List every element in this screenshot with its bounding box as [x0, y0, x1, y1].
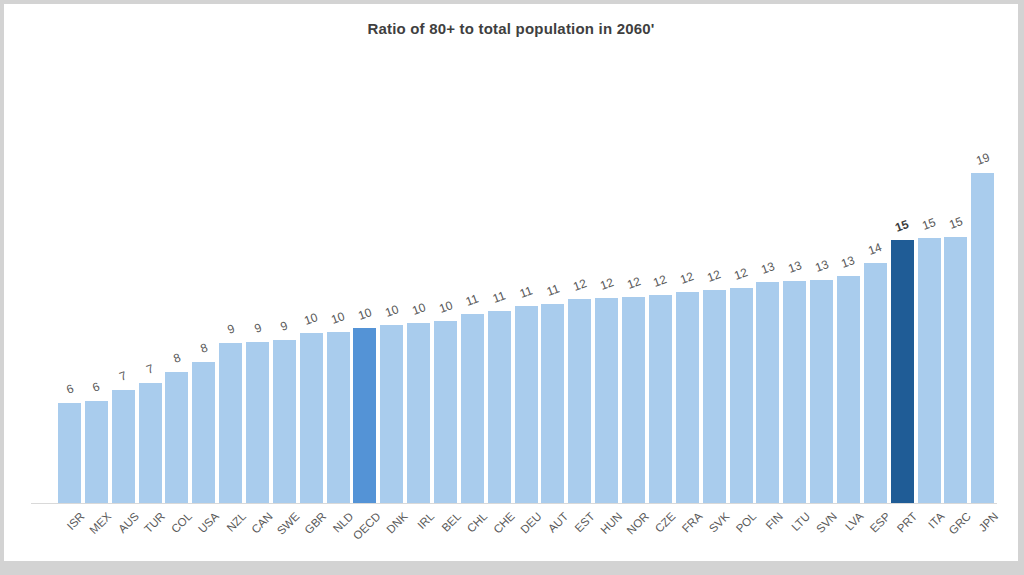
bar-SVK — [703, 290, 726, 503]
bar-USA — [192, 362, 215, 503]
chart-canvas: Ratio of 80+ to total population in 2060… — [4, 4, 1018, 561]
bar-ESP — [864, 263, 887, 503]
bar-JPN — [971, 173, 994, 503]
bar-COL — [165, 372, 188, 503]
bar-NLD — [327, 332, 350, 503]
bar-value-label-JPN: 19 — [962, 145, 1004, 172]
bar-FRA — [676, 292, 699, 503]
bar-HUN — [595, 298, 618, 503]
bar-LTU — [783, 281, 806, 503]
bar-GBR — [300, 333, 323, 503]
bar-NOR — [622, 297, 645, 503]
bar-AUT — [541, 304, 564, 503]
bar-LVA — [837, 276, 860, 503]
x-axis-line — [31, 503, 997, 504]
bar-CZE — [649, 295, 672, 503]
bar-POL — [730, 288, 753, 503]
bar-CHL — [461, 314, 484, 503]
bar-NZL — [219, 343, 242, 503]
bar-IRL — [407, 323, 430, 503]
bar-DNK — [380, 325, 403, 503]
bar-MEX — [85, 401, 108, 503]
bar-TUR — [139, 383, 162, 503]
bar-BEL — [434, 321, 457, 503]
bar-AUS — [112, 390, 135, 503]
bar-PRT — [891, 240, 914, 503]
bar-SWE — [273, 340, 296, 503]
bar-EST — [568, 299, 591, 503]
bar-ITA — [918, 238, 941, 503]
bar-CHE — [488, 311, 511, 503]
bar-CAN — [246, 342, 269, 503]
bar-SVN — [810, 280, 833, 503]
bar-chart-plot-area: 6ISR6MEX7AUS7TUR8COL8USA9NZL9CAN9SWE10GB… — [4, 4, 1018, 561]
bar-GRC — [944, 237, 967, 503]
bar-DEU — [515, 306, 538, 503]
bar-FIN — [756, 282, 779, 503]
bar-ISR — [58, 403, 81, 503]
bar-OECD — [353, 328, 376, 503]
